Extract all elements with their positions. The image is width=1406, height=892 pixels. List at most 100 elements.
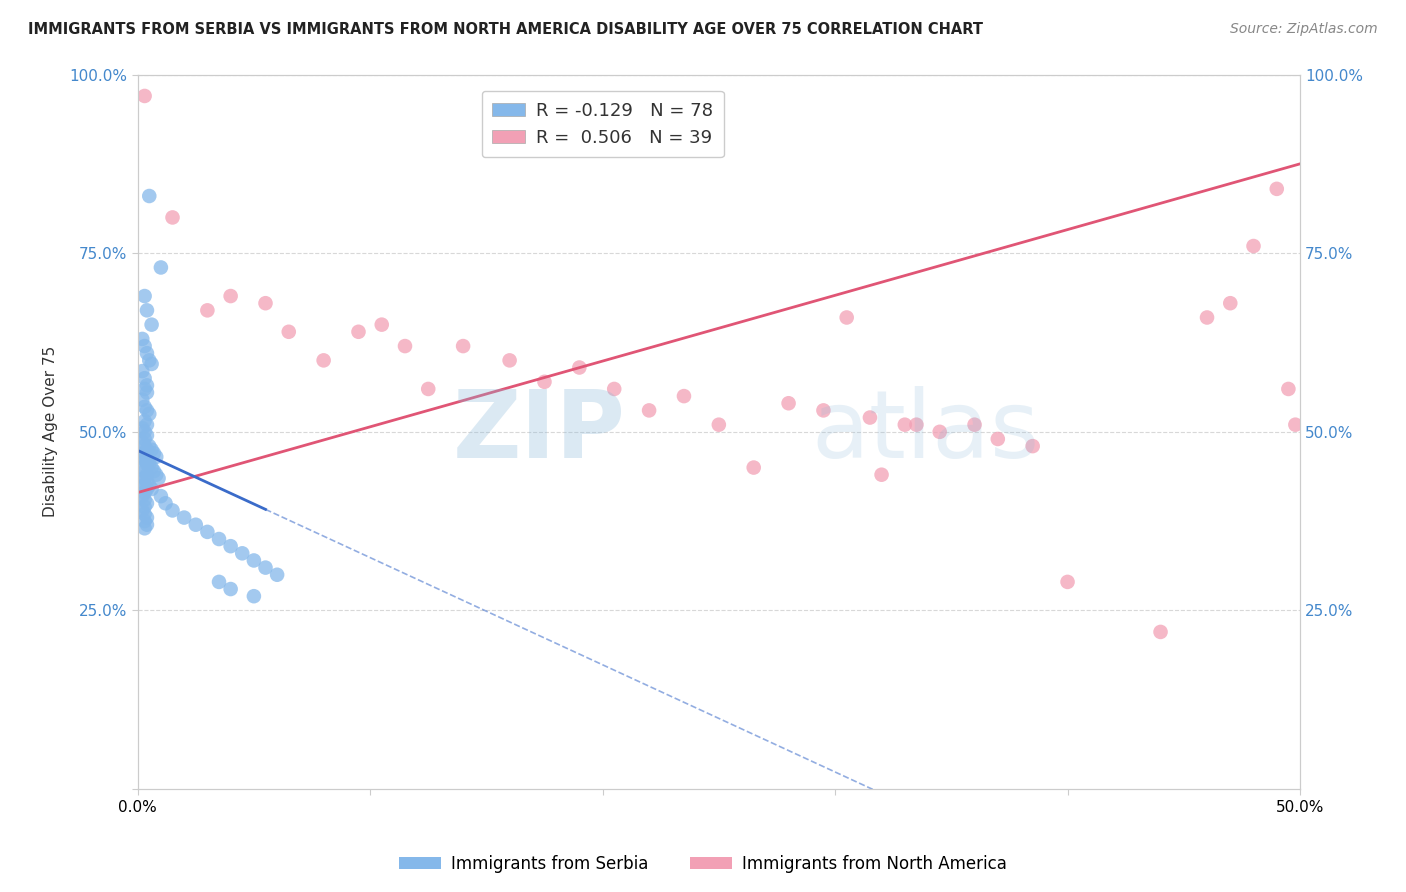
- Point: [155, 496, 177, 510]
- Point: [142, 464, 165, 478]
- Point: [136, 467, 159, 482]
- Point: [141, 357, 163, 371]
- Point: [131, 503, 153, 517]
- Point: [778, 396, 800, 410]
- Point: [219, 582, 242, 596]
- Text: IMMIGRANTS FROM SERBIA VS IMMIGRANTS FROM NORTH AMERICA DISABILITY AGE OVER 75 C: IMMIGRANTS FROM SERBIA VS IMMIGRANTS FRO…: [28, 22, 983, 37]
- Legend: R = -0.129   N = 78, R =  0.506   N = 39: R = -0.129 N = 78, R = 0.506 N = 39: [482, 91, 724, 157]
- Point: [134, 471, 156, 485]
- Point: [149, 489, 172, 503]
- Point: [138, 457, 160, 471]
- Point: [134, 478, 156, 492]
- Point: [347, 325, 370, 339]
- Point: [672, 389, 695, 403]
- Point: [136, 475, 159, 489]
- Point: [141, 482, 163, 496]
- Point: [963, 417, 986, 432]
- Point: [208, 532, 231, 546]
- Point: [1284, 417, 1306, 432]
- Point: [131, 392, 153, 407]
- Point: [136, 517, 159, 532]
- Point: [638, 403, 661, 417]
- Point: [219, 289, 242, 303]
- Point: [134, 289, 156, 303]
- Point: [141, 442, 163, 457]
- Point: [138, 407, 160, 421]
- Point: [136, 510, 159, 524]
- Point: [138, 189, 160, 203]
- Point: [568, 360, 591, 375]
- Point: [134, 382, 156, 396]
- Point: [208, 574, 231, 589]
- Point: [134, 439, 156, 453]
- Point: [1219, 296, 1241, 310]
- Point: [859, 410, 882, 425]
- Point: [197, 303, 219, 318]
- Point: [162, 503, 184, 517]
- Point: [134, 371, 156, 385]
- Point: [136, 496, 159, 510]
- Point: [138, 439, 160, 453]
- Point: [1277, 382, 1299, 396]
- Point: [141, 318, 163, 332]
- Point: [451, 339, 474, 353]
- Point: [131, 450, 153, 464]
- Point: [254, 560, 277, 574]
- Point: [184, 517, 207, 532]
- Point: [148, 471, 170, 485]
- Point: [498, 353, 520, 368]
- Point: [136, 378, 159, 392]
- Point: [134, 514, 156, 528]
- Point: [742, 460, 765, 475]
- Text: Source: ZipAtlas.com: Source: ZipAtlas.com: [1230, 22, 1378, 37]
- Point: [870, 467, 893, 482]
- Point: [138, 478, 160, 492]
- Point: [243, 553, 266, 567]
- Point: [136, 482, 159, 496]
- Point: [136, 457, 159, 471]
- Point: [418, 382, 440, 396]
- Text: atlas: atlas: [811, 386, 1040, 478]
- Point: [136, 403, 159, 417]
- Point: [134, 485, 156, 500]
- Point: [136, 428, 159, 442]
- Point: [266, 567, 288, 582]
- Point: [134, 500, 156, 514]
- Point: [197, 524, 219, 539]
- Point: [134, 400, 156, 414]
- Point: [1265, 182, 1288, 196]
- Point: [145, 450, 167, 464]
- Point: [136, 346, 159, 360]
- Point: [928, 425, 950, 439]
- Point: [813, 403, 835, 417]
- Text: ZIP: ZIP: [453, 386, 626, 478]
- Point: [131, 475, 153, 489]
- Y-axis label: Disability Age Over 75: Disability Age Over 75: [44, 346, 58, 517]
- Point: [131, 421, 153, 435]
- Point: [134, 89, 156, 103]
- Point: [134, 464, 156, 478]
- Point: [134, 446, 156, 460]
- Point: [138, 353, 160, 368]
- Point: [707, 417, 730, 432]
- Point: [134, 521, 156, 535]
- Point: [136, 417, 159, 432]
- Point: [243, 589, 266, 603]
- Point: [136, 303, 159, 318]
- Point: [162, 211, 184, 225]
- Point: [312, 353, 335, 368]
- Point: [394, 339, 416, 353]
- Point: [136, 453, 159, 467]
- Point: [134, 414, 156, 428]
- Point: [533, 375, 555, 389]
- Point: [134, 339, 156, 353]
- Point: [905, 417, 928, 432]
- Point: [894, 417, 917, 432]
- Point: [371, 318, 394, 332]
- Legend: Immigrants from Serbia, Immigrants from North America: Immigrants from Serbia, Immigrants from …: [392, 848, 1014, 880]
- Point: [835, 310, 858, 325]
- Point: [603, 382, 626, 396]
- Point: [231, 546, 253, 560]
- Point: [136, 385, 159, 400]
- Point: [987, 432, 1010, 446]
